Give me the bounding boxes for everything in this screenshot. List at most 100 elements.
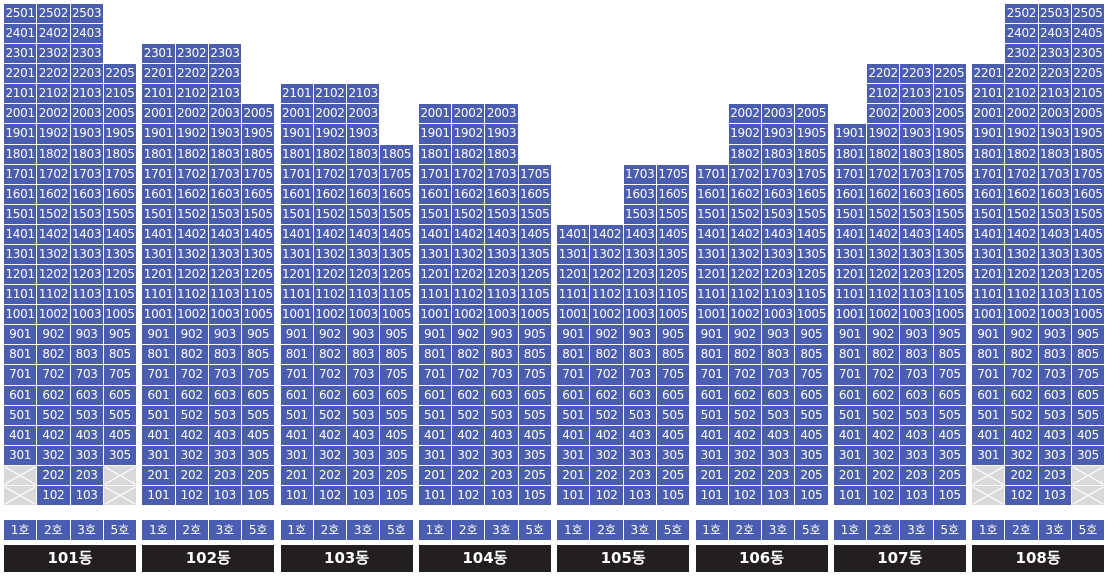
unit-cell: 2503 — [70, 4, 104, 25]
unit-cell: 2102 — [1005, 84, 1039, 105]
unit-cell: 1803 — [485, 144, 519, 165]
unit-cell: 503 — [485, 405, 519, 426]
unit-cell: 305 — [242, 445, 276, 466]
unit-cell: 1502 — [452, 204, 486, 225]
unit-cell: 1705 — [380, 164, 414, 185]
unit-cell: 101 — [142, 485, 176, 506]
unit-cell: 1302 — [728, 244, 762, 266]
unit-cell: 801 — [972, 345, 1006, 366]
unit-cell: 1902 — [728, 124, 762, 145]
unit-cell: 1301 — [4, 244, 38, 266]
unit-cell: 1101 — [557, 285, 591, 306]
unit-cell: 1501 — [833, 204, 868, 225]
unit-cell: 1102 — [452, 285, 486, 306]
unit-cell: 2103 — [208, 84, 243, 105]
unit-cell: 1501 — [418, 204, 453, 225]
unit-cell: 1201 — [972, 265, 1006, 286]
unit-cell: 1001 — [142, 305, 176, 326]
unit-header: 3호 — [208, 520, 243, 540]
unit-cell: 2003 — [900, 104, 934, 125]
unit-cell: 803 — [900, 345, 934, 366]
unit-cell: 405 — [1071, 425, 1106, 446]
unit-cell: 203 — [900, 465, 934, 486]
unit-cell: 2501 — [4, 4, 38, 25]
unit-cell: 303 — [900, 445, 934, 466]
unit-cell: 201 — [557, 465, 591, 486]
unit-cell: 2302 — [1005, 44, 1039, 65]
unit-cell: 2102 — [313, 84, 348, 105]
unit-header: 1호 — [418, 520, 453, 540]
unit-cell: 1803 — [347, 144, 381, 165]
unit-cell: 203 — [1038, 465, 1072, 486]
cross — [4, 486, 36, 505]
unit-cell: 1402 — [867, 224, 901, 245]
unit-cell: 1802 — [313, 144, 348, 165]
unit-cell: 202 — [37, 465, 71, 486]
unit-cell: 1001 — [972, 305, 1006, 326]
unit-cell: 2003 — [1038, 104, 1072, 125]
unit-cell: 401 — [557, 425, 591, 446]
unit-cell: 502 — [728, 405, 762, 426]
unit-cell: 903 — [1038, 325, 1072, 346]
unit-cell: 401 — [833, 425, 868, 446]
unit-cell: 2502 — [1005, 4, 1039, 25]
unit-cell: 1205 — [656, 265, 691, 286]
unit-cell: 1102 — [175, 285, 209, 306]
unit-cell: 302 — [37, 445, 71, 466]
unit-cell: 401 — [142, 425, 176, 446]
unit-cell: 1705 — [518, 164, 552, 185]
unit-cell: 1505 — [656, 204, 691, 225]
unavailable-cell — [4, 485, 38, 506]
unit-header: 5호 — [103, 520, 137, 540]
unit-cell: 705 — [933, 365, 967, 386]
unit-cell: 1903 — [900, 124, 934, 145]
unit-cell: 103 — [70, 485, 104, 506]
unit-cell: 1405 — [656, 224, 691, 245]
unit-cell: 1202 — [867, 265, 901, 286]
unit-cell: 1902 — [313, 124, 348, 145]
unit-cell: 502 — [1005, 405, 1039, 426]
unit-cell: 1801 — [142, 144, 176, 165]
unit-cell: 301 — [695, 445, 729, 466]
unit-cell: 605 — [242, 385, 276, 406]
unit-cell: 2105 — [103, 84, 137, 105]
unit-cell: 1602 — [1005, 184, 1039, 205]
unit-cell: 1605 — [656, 184, 691, 205]
unit-cell: 1705 — [795, 164, 829, 185]
unit-cell: 2503 — [1038, 4, 1072, 25]
unit-cell: 1105 — [380, 285, 414, 306]
unit-cell: 801 — [557, 345, 591, 366]
unit-cell: 605 — [518, 385, 552, 406]
unit-cell: 405 — [518, 425, 552, 446]
unit-cell: 1701 — [972, 164, 1006, 185]
unit-cell: 1305 — [656, 244, 691, 266]
unit-cell: 1903 — [208, 124, 243, 145]
unit-cell: 2305 — [1071, 44, 1106, 65]
unit-cell: 701 — [4, 365, 38, 386]
unit-cell: 105 — [933, 485, 967, 506]
unit-cell: 103 — [208, 485, 243, 506]
unit-cell: 805 — [1071, 345, 1106, 366]
unit-cell: 702 — [313, 365, 348, 386]
unit-cell: 1202 — [37, 265, 71, 286]
unit-cell: 1602 — [175, 184, 209, 205]
unit-cell: 1501 — [142, 204, 176, 225]
unit-cell: 705 — [656, 365, 691, 386]
unit-cell: 1805 — [933, 144, 967, 165]
unit-cell: 1602 — [728, 184, 762, 205]
unit-cell: 305 — [656, 445, 691, 466]
unit-cell: 2205 — [103, 64, 137, 85]
unit-cell: 303 — [70, 445, 104, 466]
unit-header: 2호 — [313, 520, 348, 540]
unit-cell: 2202 — [175, 64, 209, 85]
unit-cell: 2102 — [175, 84, 209, 105]
unit-cell: 805 — [933, 345, 967, 366]
unit-cell: 902 — [452, 325, 486, 346]
unit-cell: 305 — [380, 445, 414, 466]
unit-header: 5호 — [1071, 520, 1106, 540]
unit-cell: 803 — [70, 345, 104, 366]
unit-cell: 1305 — [103, 244, 137, 266]
unit-cell: 105 — [795, 485, 829, 506]
unit-cell: 803 — [623, 345, 657, 366]
unit-header: 3호 — [485, 520, 519, 540]
